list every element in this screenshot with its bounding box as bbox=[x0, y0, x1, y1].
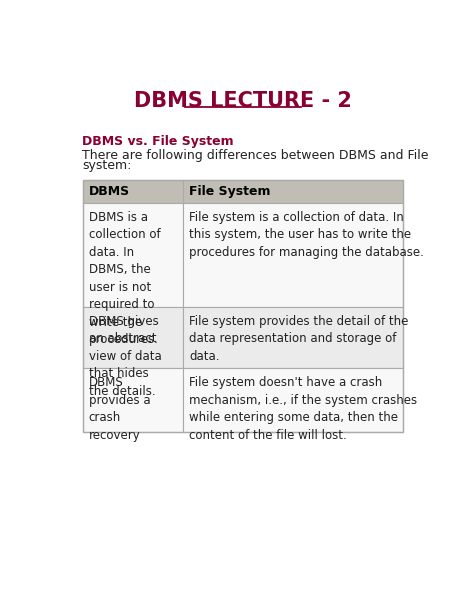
Text: DBMS is a
collection of
data. In
DBMS, the
user is not
required to
write the
pro: DBMS is a collection of data. In DBMS, t… bbox=[89, 211, 160, 346]
Text: File System: File System bbox=[190, 185, 271, 198]
Text: DBMS LECTURE - 2: DBMS LECTURE - 2 bbox=[134, 91, 352, 112]
Bar bbox=[82, 180, 403, 203]
Text: There are following differences between DBMS and File: There are following differences between … bbox=[82, 149, 429, 162]
Bar bbox=[82, 180, 403, 432]
Text: DBMS gives
an abstract
view of data
that hides
the details.: DBMS gives an abstract view of data that… bbox=[89, 314, 162, 398]
Bar bbox=[183, 307, 403, 368]
Text: DBMS: DBMS bbox=[89, 185, 130, 198]
Text: DBMS
provides a
crash
recovery: DBMS provides a crash recovery bbox=[89, 376, 150, 442]
Bar bbox=[82, 203, 183, 307]
Bar bbox=[82, 368, 183, 432]
Bar bbox=[183, 368, 403, 432]
Text: File system doesn't have a crash
mechanism, i.e., if the system crashes
while en: File system doesn't have a crash mechani… bbox=[190, 376, 418, 442]
Bar bbox=[183, 203, 403, 307]
Text: File system is a collection of data. In
this system, the user has to write the
p: File system is a collection of data. In … bbox=[190, 211, 424, 259]
Bar bbox=[82, 307, 183, 368]
Text: File system provides the detail of the
data representation and storage of
data.: File system provides the detail of the d… bbox=[190, 314, 409, 362]
Text: DBMS vs. File System: DBMS vs. File System bbox=[82, 135, 234, 148]
Text: system:: system: bbox=[82, 159, 132, 172]
